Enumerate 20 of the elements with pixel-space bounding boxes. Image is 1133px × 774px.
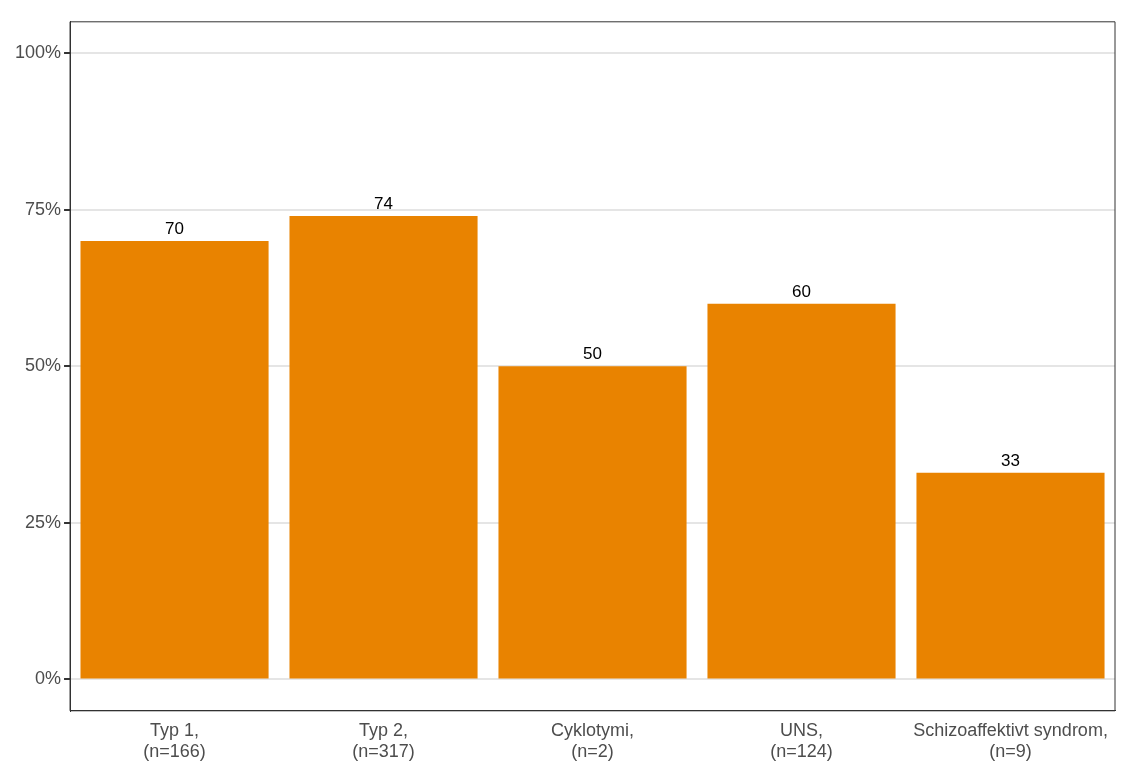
y-tick-label: 100% <box>14 42 62 63</box>
bar <box>289 215 478 679</box>
bar <box>80 241 269 679</box>
bar <box>707 303 896 679</box>
data-label: 70 <box>165 219 184 239</box>
x-tick-label: Schizoaffektivt syndrom, (n=9) <box>913 719 1108 762</box>
data-label: 60 <box>792 281 811 301</box>
bar <box>498 366 687 679</box>
y-tick-label: 0% <box>35 668 62 689</box>
x-tick-label: UNS, (n=124) <box>770 719 833 762</box>
data-label: 33 <box>1001 450 1020 470</box>
bar <box>916 472 1105 679</box>
y-tick-label: 50% <box>25 355 62 376</box>
data-label: 50 <box>583 344 602 364</box>
x-tick-label: Typ 1, (n=166) <box>143 719 206 762</box>
data-label: 74 <box>374 194 393 214</box>
x-tick-label: Typ 2, (n=317) <box>352 719 415 762</box>
x-tick-label: Cyklotymi, (n=2) <box>551 719 635 762</box>
y-tick-label: 75% <box>25 198 62 219</box>
y-tick-label: 25% <box>25 511 62 532</box>
